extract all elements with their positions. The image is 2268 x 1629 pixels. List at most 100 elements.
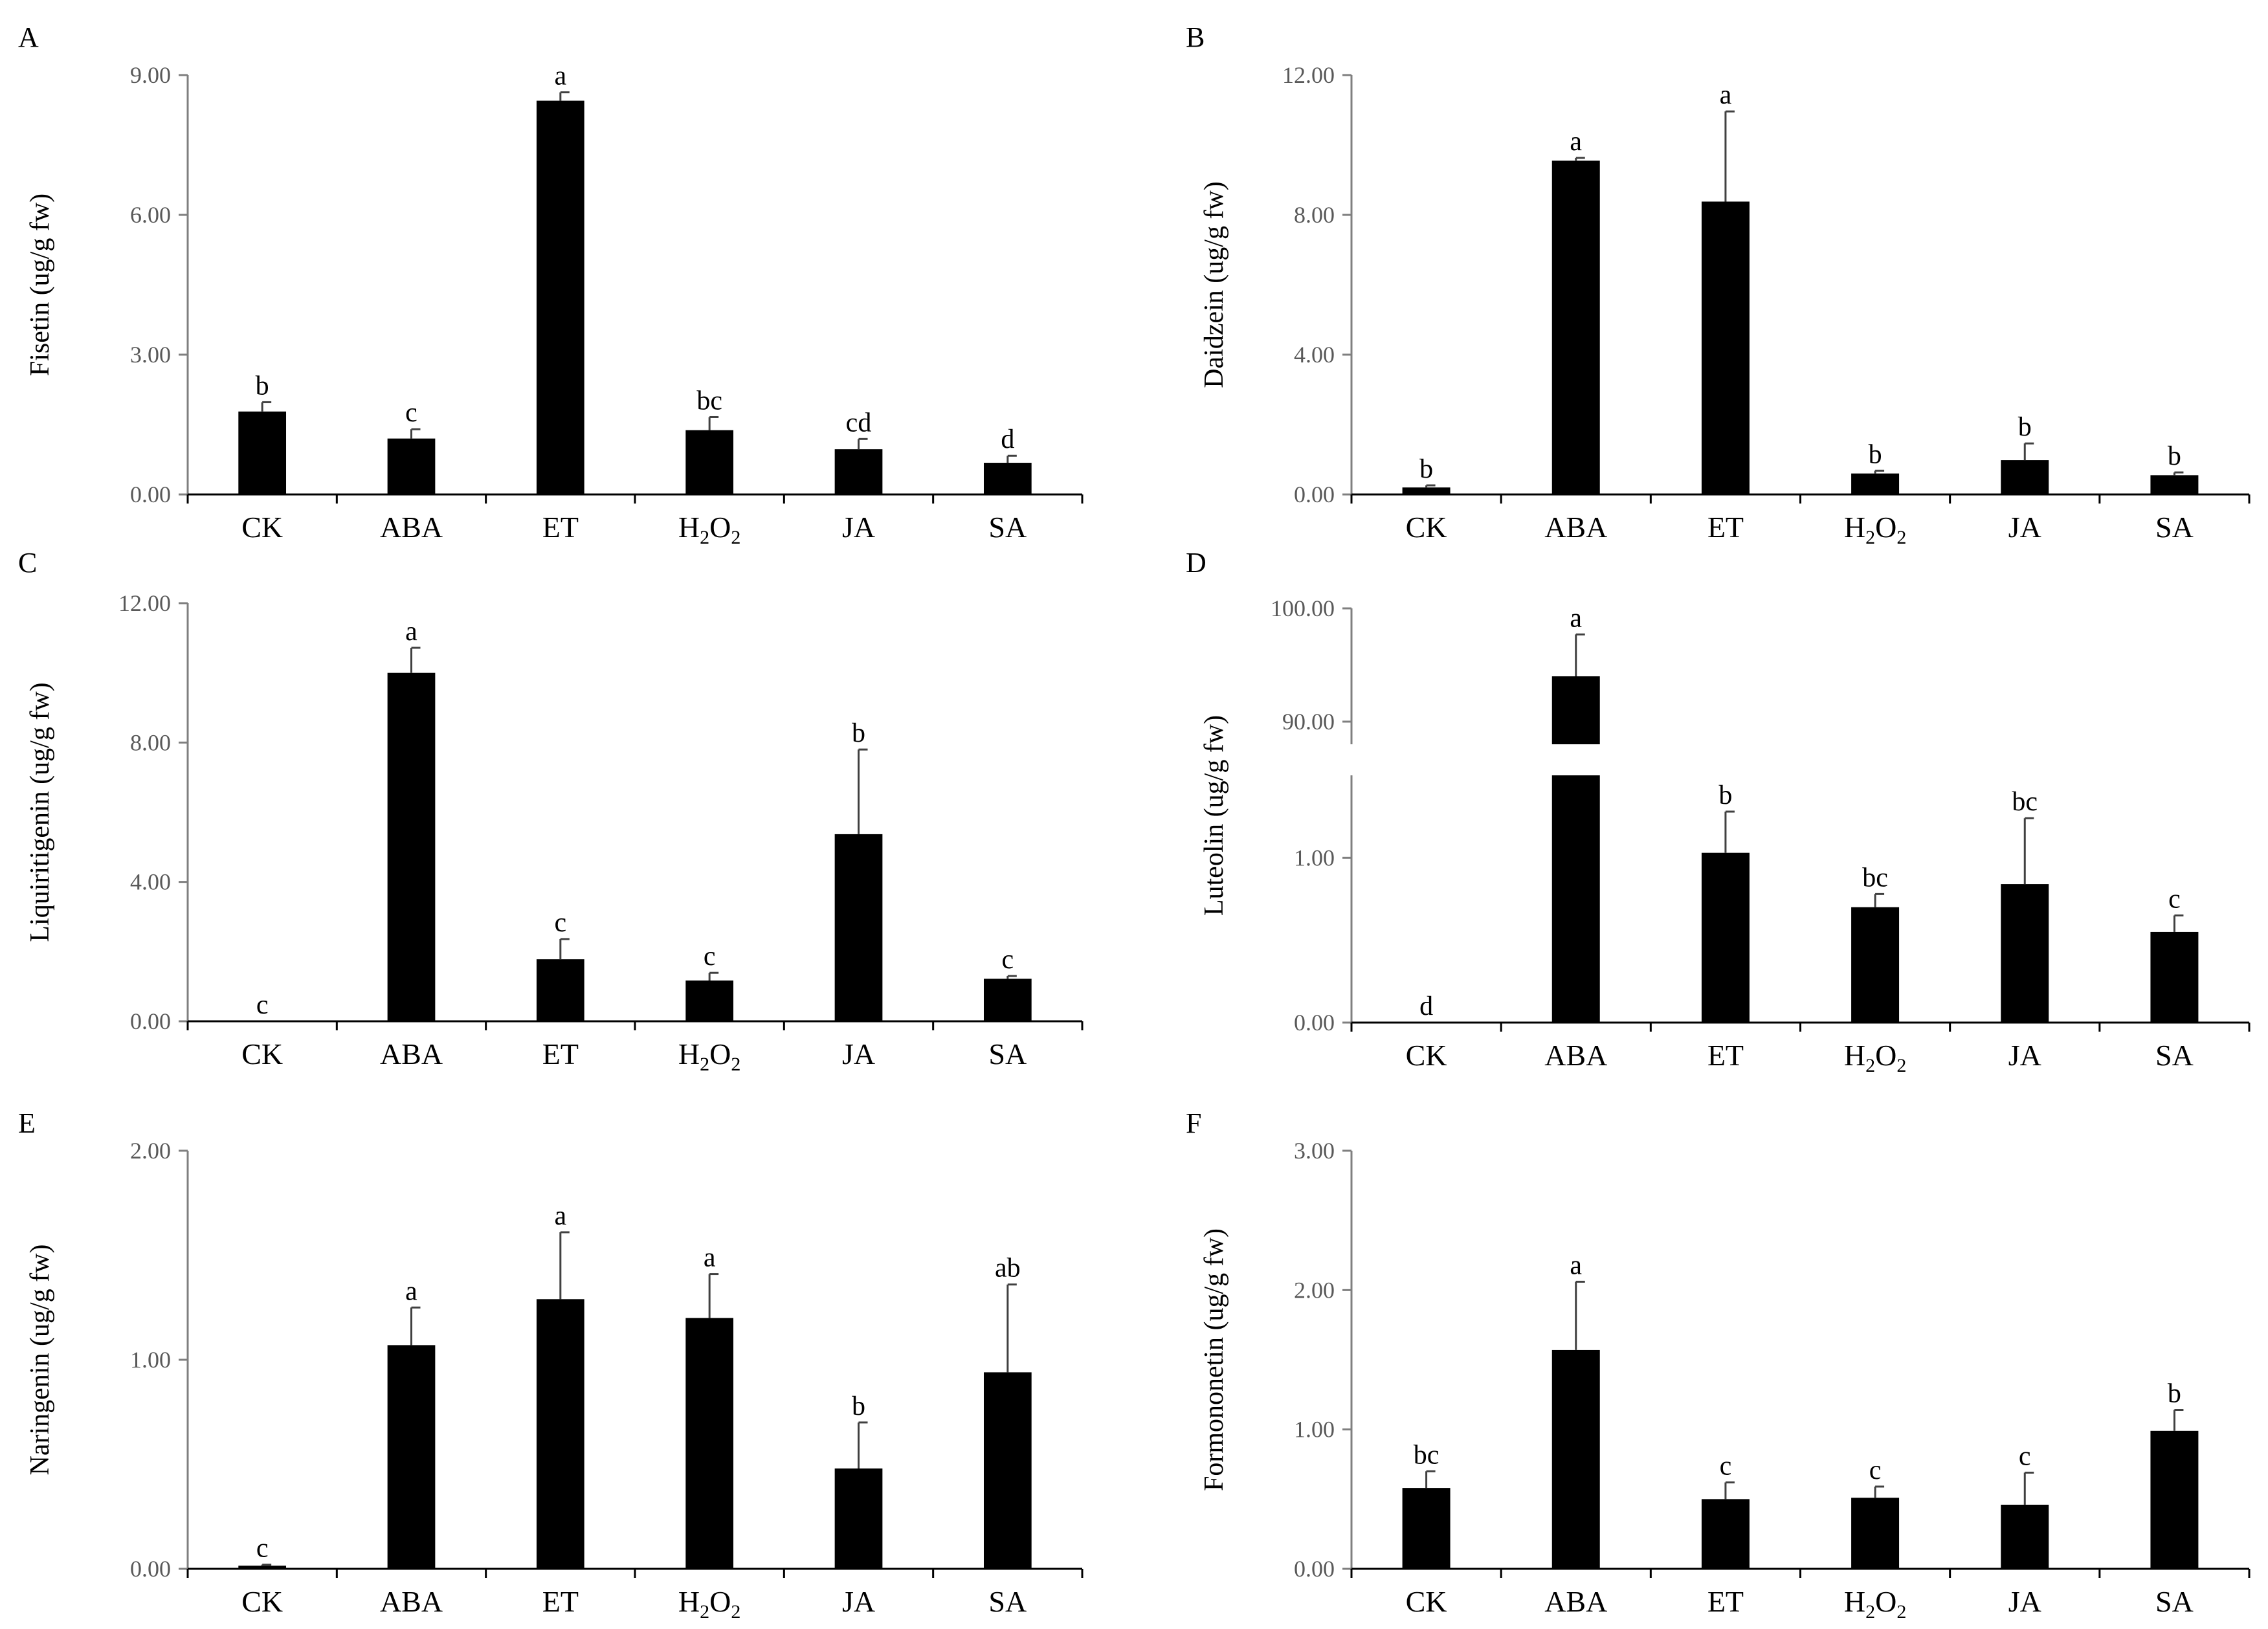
x-tick-label-part: O <box>1875 1039 1896 1072</box>
x-tick-label-part: O <box>1875 1585 1896 1618</box>
bar <box>536 959 584 1021</box>
bar <box>2001 1504 2049 1569</box>
bar <box>536 100 584 495</box>
x-tick-label: H2O2 <box>678 511 740 548</box>
x-tick-label: ET <box>542 1585 579 1618</box>
x-tick-label: ABA <box>380 511 443 544</box>
x-tick-label: JA <box>2008 511 2041 544</box>
bar <box>1851 473 1900 494</box>
x-tick-label: CK <box>1406 1585 1447 1618</box>
bar <box>1701 201 1750 494</box>
y-tick-label: 3.00 <box>130 342 171 368</box>
bar <box>238 1566 287 1569</box>
x-tick-label-subscript: 2 <box>700 527 709 548</box>
y-tick-label: 9.00 <box>130 62 171 88</box>
x-tick-label: ET <box>542 511 579 544</box>
x-tick-label: ABA <box>1544 1585 1607 1618</box>
x-tick-label-part: O <box>1875 511 1896 544</box>
significance-label: cd <box>846 408 872 438</box>
y-tick-label: 8.00 <box>130 729 171 755</box>
chart-panel-f: F 0.00 1.00 2.00 3.00 Formononetin (ug/g fw) C… <box>1186 1107 2251 1623</box>
x-tick-label-subscript: 2 <box>1896 1055 1906 1076</box>
y-tick-label: 0.00 <box>1294 1556 1335 1582</box>
significance-label: b <box>2168 441 2181 471</box>
x-tick-label: JA <box>842 511 875 544</box>
x-tick-label: ET <box>1707 511 1744 544</box>
chart-panel-e: E 0.00 1.00 2.00 Naringenin (ug/g fw) CK ABA ET… <box>18 1107 1084 1623</box>
bar <box>685 1318 734 1569</box>
y-tick-label: 4.00 <box>130 869 171 895</box>
significance-label: a <box>1570 603 1582 633</box>
bar <box>685 981 734 1021</box>
significance-label: a <box>555 1201 567 1231</box>
significance-label: a <box>1570 1250 1582 1280</box>
y-axis-label: Luteolin (ug/g fw) <box>1199 715 1229 916</box>
bar <box>1851 1498 1900 1569</box>
x-tick-label-part: H <box>678 1037 700 1070</box>
x-tick-label: SA <box>2155 511 2194 544</box>
bar <box>387 438 436 494</box>
significance-label: c <box>1002 945 1014 975</box>
y-tick-label: 2.00 <box>130 1138 171 1164</box>
significance-label: c <box>555 908 567 938</box>
x-tick-label-subscript: 2 <box>1896 1601 1906 1623</box>
x-tick-label: ET <box>1707 1585 1744 1618</box>
x-tick-label-part: H <box>1844 1039 1865 1072</box>
chart-panel-c: C 0.00 4.00 8.00 12.00 Liquiritigenin (ug/g f… <box>18 547 1084 1075</box>
significance-label: a <box>1570 127 1582 157</box>
y-tick-label: 1.00 <box>1294 1417 1335 1443</box>
x-tick-label: ABA <box>1544 511 1607 544</box>
significance-label: ab <box>995 1254 1021 1283</box>
x-tick-label-part: O <box>709 511 731 544</box>
y-tick-label: 2.00 <box>1294 1277 1335 1303</box>
y-tick-label: 6.00 <box>130 202 171 228</box>
x-tick-label: SA <box>988 1037 1027 1070</box>
x-tick-label-part: H <box>678 1585 700 1618</box>
x-tick-label: ABA <box>1544 1039 1607 1072</box>
x-tick-label-subscript: 2 <box>1865 1601 1875 1623</box>
x-tick-label-subscript: 2 <box>731 1054 740 1075</box>
x-tick-label: ET <box>1707 1039 1744 1072</box>
significance-label: d <box>1419 992 1433 1021</box>
significance-label: c <box>1720 1451 1732 1481</box>
x-tick-label: ABA <box>380 1585 443 1618</box>
x-tick-label: CK <box>241 1585 283 1618</box>
significance-label: b <box>2018 412 2032 442</box>
significance-label: a <box>1720 80 1732 110</box>
x-tick-label: CK <box>241 1037 283 1070</box>
y-tick-label: 0.00 <box>130 1556 171 1582</box>
y-axis-label: Liquiritigenin (ug/g fw) <box>25 682 55 942</box>
x-tick-label: H2O2 <box>1844 1039 1906 1076</box>
x-tick-label-subscript: 2 <box>731 527 740 548</box>
bar <box>1551 1349 1600 1569</box>
bar <box>2150 931 2199 1023</box>
bar <box>2150 475 2199 494</box>
y-tick-label: 90.00 <box>1282 709 1335 735</box>
bar <box>1551 775 1600 1023</box>
x-tick-label-subscript: 2 <box>700 1054 709 1075</box>
panel-letter: E <box>18 1107 36 1139</box>
x-tick-label: CK <box>1406 511 1447 544</box>
panel-letter: D <box>1186 547 1206 579</box>
significance-label: c <box>256 990 269 1020</box>
bar <box>1402 487 1451 494</box>
significance-label: b <box>1869 439 1882 469</box>
y-tick-label: 8.00 <box>1294 202 1335 228</box>
panel-letter: F <box>1186 1107 1201 1139</box>
bar <box>1701 852 1750 1023</box>
x-tick-label: JA <box>842 1585 875 1618</box>
panel-letter: A <box>18 21 39 53</box>
bar <box>2001 884 2049 1023</box>
significance-label: b <box>852 718 865 748</box>
x-tick-label-part: H <box>1844 511 1865 544</box>
y-tick-label: 1.00 <box>1294 845 1335 870</box>
x-tick-label: JA <box>842 1037 875 1070</box>
y-tick-label: 0.00 <box>1294 482 1335 507</box>
chart-panel-b: B 0.00 4.00 8.00 12.00 Daidzein (ug/g fw) CK AB… <box>1186 21 2251 548</box>
x-tick-label: SA <box>988 511 1027 544</box>
x-tick-label-subscript: 2 <box>1865 1055 1875 1076</box>
chart-panel-a: A 0.00 3.00 6.00 9.00 Fisetin (ug/g fw) CK ABA E… <box>18 21 1084 548</box>
significance-label: c <box>256 1534 269 1564</box>
bar <box>983 1372 1032 1569</box>
